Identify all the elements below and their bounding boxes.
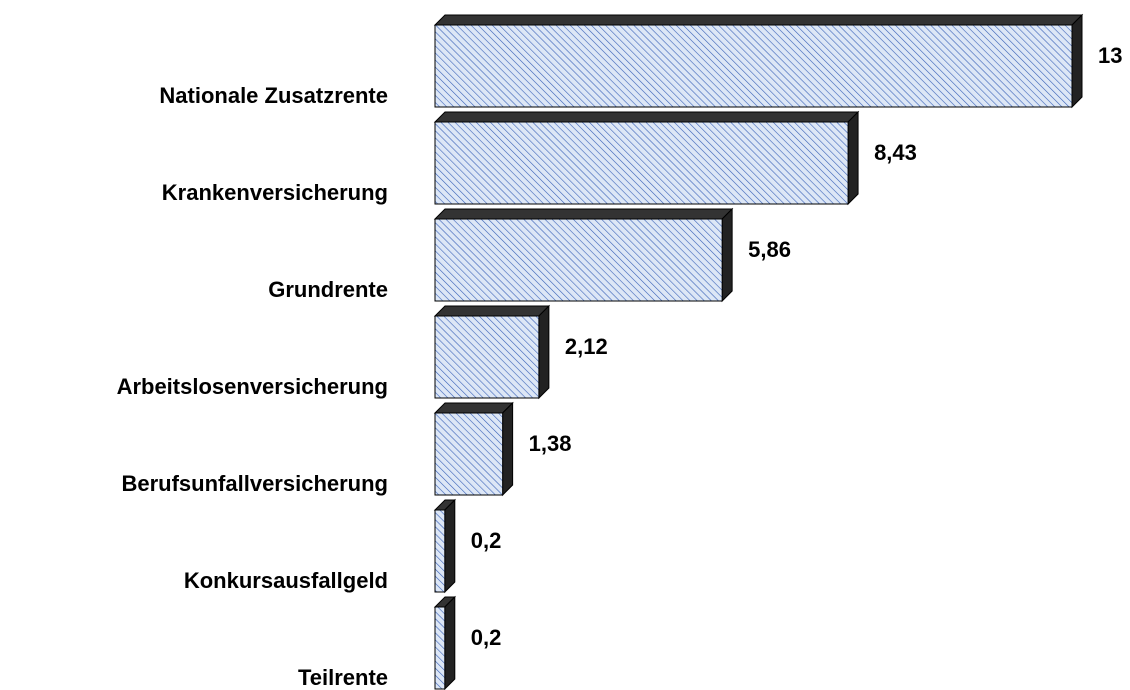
bar <box>434 315 540 399</box>
bar-top <box>433 14 1084 26</box>
category-label: Nationale Zusatzrente <box>159 83 388 108</box>
category-label: Teilrente <box>298 665 388 690</box>
value-label: 1,38 <box>529 431 572 456</box>
bar-side <box>721 207 733 303</box>
bar-top <box>433 305 551 317</box>
bar <box>434 606 446 690</box>
bar-top <box>433 111 860 123</box>
value-label: 8,43 <box>874 140 917 165</box>
bar-top <box>433 208 734 220</box>
bar-side <box>444 498 456 594</box>
bar <box>434 412 504 496</box>
value-label: 2,12 <box>565 334 608 359</box>
bar-side <box>502 401 514 497</box>
bar-side <box>847 110 859 206</box>
bar-top <box>433 402 514 414</box>
category-label: Krankenversicherung <box>162 180 388 205</box>
value-label: 5,86 <box>748 237 791 262</box>
category-label: Konkursausfallgeld <box>184 568 388 593</box>
bar <box>434 218 723 302</box>
bar <box>434 509 446 593</box>
value-label: 0,2 <box>471 625 502 650</box>
value-label: 0,2 <box>471 528 502 553</box>
value-label: 13 <box>1098 43 1122 68</box>
bar-side <box>444 595 456 690</box>
category-label: Arbeitslosenversicherung <box>117 374 388 399</box>
bar <box>434 24 1073 108</box>
category-label: Berufsunfallversicherung <box>121 471 388 496</box>
category-label: Grundrente <box>268 277 388 302</box>
bar-side <box>538 304 550 400</box>
bar-side <box>1071 13 1083 109</box>
bar <box>434 121 849 205</box>
